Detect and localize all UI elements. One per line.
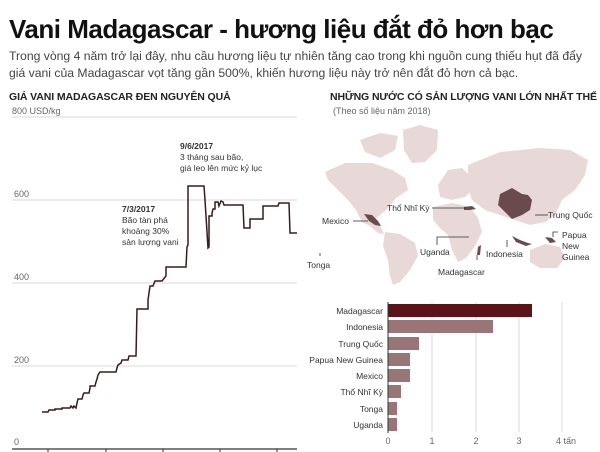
map-label-uganda: Uganda	[420, 247, 450, 257]
bar-tonga	[388, 402, 397, 415]
bar-uganda	[388, 418, 397, 431]
svg-text:Bão tàn phá: Bão tàn phá	[122, 215, 168, 225]
map-label-madagascar: Madagascar	[438, 267, 485, 277]
bar-label-tonga: Tonga	[360, 404, 383, 414]
svg-text:7/3/2017: 7/3/2017	[122, 204, 155, 214]
x-tick-1: 1	[429, 436, 434, 446]
bar-china	[388, 337, 419, 350]
x-tick-2: 2	[473, 436, 478, 446]
bar-png	[388, 353, 410, 366]
page-title: Vani Madagascar - hương liệu đắt đỏ hơn …	[9, 14, 554, 44]
y-axis-unit-label: 800 USD/kg	[12, 106, 61, 116]
svg-text:giá leo lên mức kỷ lục: giá leo lên mức kỷ lục	[180, 163, 263, 173]
map-label-png-1: Papua	[562, 230, 587, 240]
svg-text:khoảng 30%: khoảng 30%	[122, 226, 170, 236]
producers-chart-title: NHỮNG NƯỚC CÓ SẢN LƯỢNG VANI LỚN NHẤT TH…	[330, 91, 600, 103]
bar-chart: Madagascar Indonesia Trung Quốc Papua Ne…	[309, 302, 576, 446]
bar-label-mexico: Mexico	[356, 371, 383, 381]
annotation-record-price: 9/6/2017 3 tháng sau bão, giá leo lên mứ…	[180, 141, 263, 173]
bar-label-indonesia: Indonesia	[346, 322, 383, 332]
svg-text:sản lượng vani: sản lượng vani	[122, 237, 179, 247]
bar-label-madagascar: Madagascar	[336, 306, 383, 316]
map-label-tonga: Tonga	[307, 260, 330, 270]
bar-label-png: Papua New Guinea	[309, 355, 383, 365]
y-tick-0: 0	[14, 437, 19, 447]
bar-label-turkey: Thổ Nhĩ Kỳ	[340, 387, 383, 397]
map-label-png-2: New	[562, 241, 580, 251]
price-line-chart: 800 USD/kg 600 400 200 0 7/3/2017 Bão tà…	[12, 106, 297, 452]
annotation-storm: 7/3/2017 Bão tàn phá khoảng 30% sản lượn…	[122, 204, 179, 247]
map-turkey	[464, 206, 476, 210]
map-madagascar	[477, 245, 481, 255]
map-label-png-3: Guinea	[562, 252, 590, 262]
world-map	[325, 125, 588, 285]
bar-indonesia	[388, 320, 493, 333]
y-tick-200: 200	[14, 355, 29, 365]
bar-label-uganda: Uganda	[353, 420, 383, 430]
producers-note: (Theo số liệu năm 2018)	[333, 106, 431, 116]
x-tick-0: 0	[385, 436, 390, 446]
svg-text:3 tháng sau bão,: 3 tháng sau bão,	[180, 152, 243, 162]
map-china	[498, 188, 532, 219]
price-chart-title: GIÁ VANI MADAGASCAR ĐEN NGUYÊN QUẢ	[9, 91, 231, 103]
highlighted-countries	[364, 188, 556, 255]
x-tick-4: 4 tấn	[556, 436, 576, 446]
map-label-china: Trung Quốc	[548, 210, 593, 220]
y-tick-400: 400	[14, 272, 29, 282]
bar-madagascar	[388, 304, 532, 317]
bar-mexico	[388, 369, 410, 382]
map-mexico	[364, 214, 381, 226]
page-subtitle: Trong vòng 4 năm trở lại đây, nhu cầu hư…	[9, 49, 582, 80]
map-indonesia	[512, 236, 532, 246]
bar-label-china: Trung Quốc	[338, 339, 383, 349]
map-label-turkey: Thổ Nhĩ Kỳ	[387, 203, 430, 213]
svg-text:9/6/2017: 9/6/2017	[180, 141, 213, 151]
x-tick-3: 3	[516, 436, 521, 446]
y-tick-600: 600	[14, 189, 29, 199]
map-label-mexico: Mexico	[322, 216, 349, 226]
map-png	[545, 237, 556, 243]
map-leaders	[319, 207, 558, 260]
map-label-indonesia: Indonesia	[486, 249, 523, 259]
price-line	[42, 185, 297, 413]
bar-turkey	[388, 385, 401, 398]
